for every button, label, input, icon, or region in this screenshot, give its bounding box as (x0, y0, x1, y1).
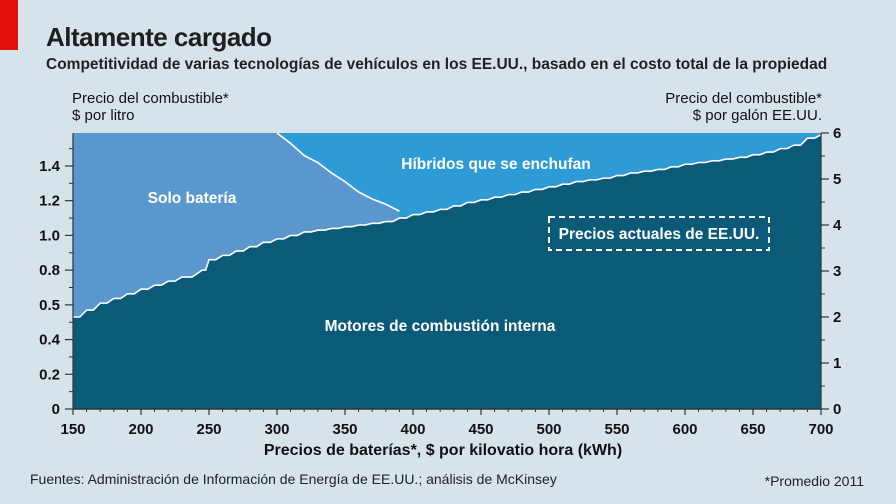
x-tick-label: 150 (60, 421, 85, 438)
left-axis-title-line1: Precio del combustible* (72, 90, 229, 107)
source-note: Fuentes: Administración de Información d… (30, 471, 557, 487)
left-y-tick-label: 0 (52, 401, 60, 418)
left-y-tick-label: 0.8 (39, 262, 60, 279)
combustion-boundary-line (73, 134, 822, 318)
battery-boundary-line (276, 132, 400, 212)
x-tick-label: 250 (196, 421, 221, 438)
right-y-tick-label: 4 (833, 217, 842, 234)
region-labels: Precios actuales de EE.UU. Solo batería Hí… (148, 156, 760, 335)
left-y-tick-label: 0.4 (39, 332, 61, 349)
right-y-tick-label: 5 (833, 171, 841, 188)
current-prices-label: Precios actuales de EE.UU. (559, 226, 760, 243)
footnote: *Promedio 2011 (764, 473, 864, 489)
plugin-hybrid-label: Híbridos que se enchufan (401, 156, 590, 173)
x-tick-label: 600 (672, 421, 697, 438)
left-y-tick-label: 0.2 (39, 366, 60, 383)
x-tick-label: 550 (604, 421, 629, 438)
combustion-region (73, 134, 821, 410)
x-tick-label: 350 (332, 421, 357, 438)
right-axis-title: Precio del combustible* $ por galón EE.U… (665, 90, 822, 124)
x-tick-label: 700 (808, 421, 833, 438)
right-y-tick-label: 3 (833, 263, 841, 280)
left-y-tick-label: 1.2 (39, 193, 60, 210)
x-axis-title: Precios de baterías*, $ por kilovatio ho… (0, 442, 896, 460)
chart-subtitle: Competitividad de varias tecnologías de … (46, 56, 828, 73)
right-axis-title-line2: $ por galón EE.UU. (692, 107, 822, 124)
x-tick-label: 650 (740, 421, 765, 438)
battery-only-region (73, 133, 400, 317)
left-y-tick-label: 1.0 (39, 227, 60, 244)
left-axis-title-line2: $ por litro (72, 107, 135, 124)
x-tick-label: 450 (468, 421, 493, 438)
x-axis-title-text: Precios de baterías*, $ por kilovatio ho… (263, 442, 623, 459)
x-tick-label: 500 (536, 421, 561, 438)
combustion-label: Motores de combustión interna (325, 318, 556, 335)
left-axis-title: Precio del combustible* $ por litro (72, 90, 229, 124)
x-tick-label: 200 (128, 421, 153, 438)
right-y-tick-label: 6 (833, 125, 841, 142)
left-y-tick-label: 1.4 (39, 158, 61, 175)
right-axis-title-line1: Precio del combustible* (665, 90, 822, 107)
plot-area (73, 132, 822, 410)
accent-bar (0, 0, 18, 50)
battery-only-label: Solo batería (148, 190, 237, 207)
x-tick-label: 400 (400, 421, 425, 438)
right-y-tick-label: 1 (833, 355, 841, 372)
axes: 150 200 250 300 350 400 450 500 550 600 650 70000.2… (39, 125, 842, 438)
left-y-tick-label: 0.5 (39, 297, 60, 314)
x-tick-label: 300 (264, 421, 289, 438)
current-prices-box (548, 216, 770, 251)
chart-title: Altamente cargado (46, 22, 272, 52)
right-y-tick-label: 2 (833, 309, 841, 326)
right-y-tick-label: 0 (833, 401, 841, 418)
